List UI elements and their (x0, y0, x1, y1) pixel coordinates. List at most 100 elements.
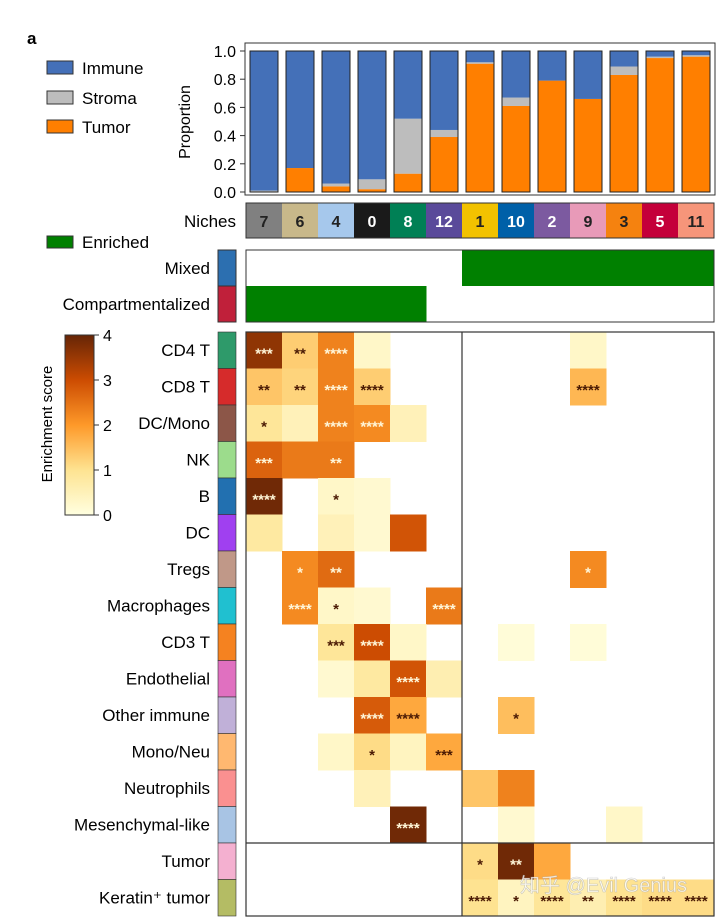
significance-label: * (297, 564, 303, 581)
legend-label-tumor: Tumor (82, 118, 131, 137)
type-cell-enriched (462, 250, 499, 286)
significance-label: ** (510, 856, 522, 873)
cell-type-color (217, 842, 237, 880)
heat-cell (570, 624, 607, 661)
y-tick-label: 0.8 (214, 72, 236, 89)
type-row-color (217, 249, 237, 287)
significance-label: * (333, 601, 339, 618)
significance-label: **** (468, 893, 492, 910)
bar-segment-immune (250, 51, 278, 191)
bar-segment-tumor (682, 56, 710, 192)
bar-segment-tumor (286, 168, 314, 192)
heat-cell (426, 660, 463, 698)
heat-cell (498, 806, 535, 844)
niche-label: 2 (548, 214, 557, 231)
significance-label: **** (396, 710, 420, 727)
type-row-label: Compartmentalized (63, 295, 210, 314)
cell-type-label: Macrophages (107, 597, 210, 616)
heat-cell (246, 332, 283, 369)
cell-type-label: CD3 T (161, 633, 210, 652)
bar-segment-stroma (682, 55, 710, 57)
heat-cell (318, 551, 355, 588)
bar-segment-tumor (322, 186, 350, 192)
legend-label-immune: Immune (82, 59, 143, 78)
heat-cell (390, 733, 427, 771)
significance-label: **** (396, 674, 420, 691)
cell-type-color (217, 660, 237, 698)
heat-cell (282, 587, 319, 625)
heat-cell (390, 806, 427, 844)
significance-label: **** (360, 710, 384, 727)
niche-label: 10 (507, 214, 525, 231)
colorbar-tick-label: 2 (103, 418, 112, 435)
niche-label: 8 (404, 214, 413, 231)
heat-cell (282, 332, 319, 369)
bar-segment-stroma (394, 118, 422, 174)
heat-cell (534, 843, 571, 880)
cell-type-color (217, 441, 237, 479)
bar-outline (501, 50, 531, 193)
significance-label: **** (288, 601, 312, 618)
bar-segment-immune (394, 51, 422, 119)
bar-legend: Immune Stroma Tumor (46, 59, 143, 137)
colorbar-label: Enrichment score (39, 366, 56, 483)
heat-cell (354, 368, 391, 406)
heat-cell (462, 879, 499, 917)
significance-label: ** (330, 455, 342, 472)
bar-segment-tumor (430, 137, 458, 192)
bar-outline (573, 50, 603, 193)
heat-cell (426, 587, 463, 625)
heat-cell (426, 733, 463, 771)
niche-label: 11 (688, 214, 705, 231)
significance-label: **** (540, 893, 564, 910)
heat-cell (282, 368, 319, 406)
niche-label: 9 (584, 214, 593, 231)
type-cell-enriched (534, 250, 571, 286)
colorbar-gradient (64, 334, 95, 516)
cell-type-label: DC/Mono (138, 414, 210, 433)
heat-cell (354, 697, 391, 734)
colorbar-tick-label: 3 (103, 373, 112, 390)
significance-label: **** (252, 491, 276, 508)
heat-cell (354, 770, 391, 807)
cell-type-label: Neutrophils (124, 779, 210, 798)
heatmap-border (245, 331, 715, 917)
type-frame (245, 249, 715, 323)
legend-swatch-enriched (46, 235, 74, 249)
bar-segment-stroma (322, 183, 350, 187)
heat-cell (318, 368, 355, 406)
cell-type-color (217, 879, 237, 917)
niche-cell (390, 203, 426, 238)
heat-cell (318, 587, 355, 625)
significance-label: * (477, 856, 483, 873)
cell-type-label: NK (186, 451, 210, 470)
bar-outline (285, 50, 315, 193)
significance-label: * (513, 710, 519, 727)
cell-type-label: Endothelial (126, 670, 210, 689)
heat-cell (390, 405, 427, 442)
enrichment-heatmap-frame (245, 331, 715, 917)
heat-cell (390, 697, 427, 734)
niche-strip-border (245, 202, 715, 239)
bar-segment-immune (358, 51, 386, 180)
niche-cell (534, 203, 570, 238)
bar-outline (321, 50, 351, 193)
cell-type-label: DC (185, 524, 210, 543)
bar-outline (609, 50, 639, 193)
heat-cell (498, 843, 535, 880)
bar-outline (393, 50, 423, 193)
colorbar-tick-label: 0 (103, 508, 112, 525)
bar-outline (537, 50, 567, 193)
bar-segment-tumor (574, 98, 602, 192)
bar-segment-immune (466, 51, 494, 63)
type-row-color (217, 285, 237, 323)
cell-type-label: CD8 T (161, 378, 210, 397)
significance-label: **** (324, 418, 348, 435)
heat-cell (246, 368, 283, 406)
heat-cell (354, 478, 391, 515)
significance-label: **** (324, 382, 348, 399)
cell-type-label: B (199, 487, 210, 506)
heat-cell (390, 624, 427, 661)
bar-segment-immune (610, 51, 638, 67)
enrichment-heatmap: CD4 T *** ** ****CD8 T ** ** **** **** ****DC/Mo… (74, 331, 715, 917)
